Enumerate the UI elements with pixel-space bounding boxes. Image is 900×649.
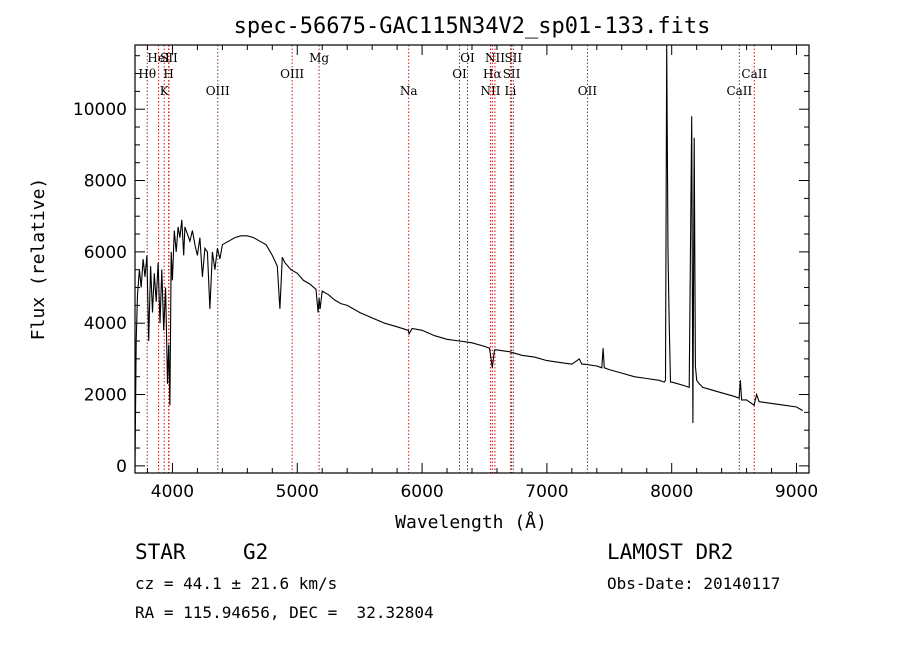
x-tick-label-5: 9000 xyxy=(775,482,818,502)
line-label-12: Hα xyxy=(483,67,502,81)
line-label-5: OIII xyxy=(206,84,230,98)
spectrum-series-line xyxy=(134,44,804,466)
chart-title: spec-56675-GAC115N34V2_sp01-133.fits xyxy=(234,14,711,39)
line-label-7: Mg xyxy=(309,51,329,65)
obs-date: Obs-Date: 20140117 xyxy=(607,574,781,593)
line-label-0: Hθ xyxy=(138,67,156,81)
coordinates: RA = 115.94656, DEC = 32.32804 xyxy=(135,603,434,622)
line-label-16: SII xyxy=(504,51,522,65)
x-tick-label-2: 6000 xyxy=(400,482,443,502)
line-label-8: Na xyxy=(400,84,418,98)
redshift-readout: cz = 44.1 ± 21.6 km/s xyxy=(135,574,338,593)
line-label-18: CaII xyxy=(726,84,752,98)
line-label-3: SII xyxy=(160,51,178,65)
line-label-9: OI xyxy=(452,67,467,81)
x-tick-label-0: 4000 xyxy=(151,482,194,502)
object-class: STAR xyxy=(135,540,186,564)
line-label-15: SII xyxy=(503,67,521,81)
y-axis-label: Flux (relative) xyxy=(28,178,49,341)
line-label-14: Li xyxy=(505,84,517,98)
y-tick-label-1: 2000 xyxy=(84,386,127,406)
line-label-4: H xyxy=(163,67,173,81)
line-label-17: OII xyxy=(578,84,598,98)
y-tick-label-2: 4000 xyxy=(84,314,127,334)
spectral-line-markers: Hθ HeI K SII H OIII OIII Mg Na OI OI NII Hα NII Li SII S… xyxy=(138,45,767,473)
survey-name: LAMOST DR2 xyxy=(607,540,734,564)
y-tick-label-3: 6000 xyxy=(84,243,127,263)
y-tick-label-5: 10000 xyxy=(73,100,127,120)
y-tick-label-4: 8000 xyxy=(84,172,127,192)
line-label-10: OI xyxy=(460,51,475,65)
line-label-2: K xyxy=(160,84,170,98)
x-axis-label: Wavelength (Å) xyxy=(395,511,547,533)
line-label-13: NII xyxy=(485,51,505,65)
line-label-19: CaII xyxy=(741,67,767,81)
y-tick-label-0: 0 xyxy=(116,457,127,477)
x-tick-label-1: 5000 xyxy=(276,482,319,502)
line-label-1: HeI xyxy=(147,51,170,65)
x-tick-label-3: 7000 xyxy=(525,482,568,502)
plot-frame xyxy=(134,44,810,474)
line-label-11: NII xyxy=(480,84,500,98)
line-label-6: OIII xyxy=(280,67,304,81)
axis-ticks: 4000 5000 6000 7000 8000 9000 0 2000 4000 6000 800… xyxy=(73,45,818,502)
x-tick-label-4: 8000 xyxy=(650,482,693,502)
object-subclass: G2 xyxy=(243,540,269,564)
